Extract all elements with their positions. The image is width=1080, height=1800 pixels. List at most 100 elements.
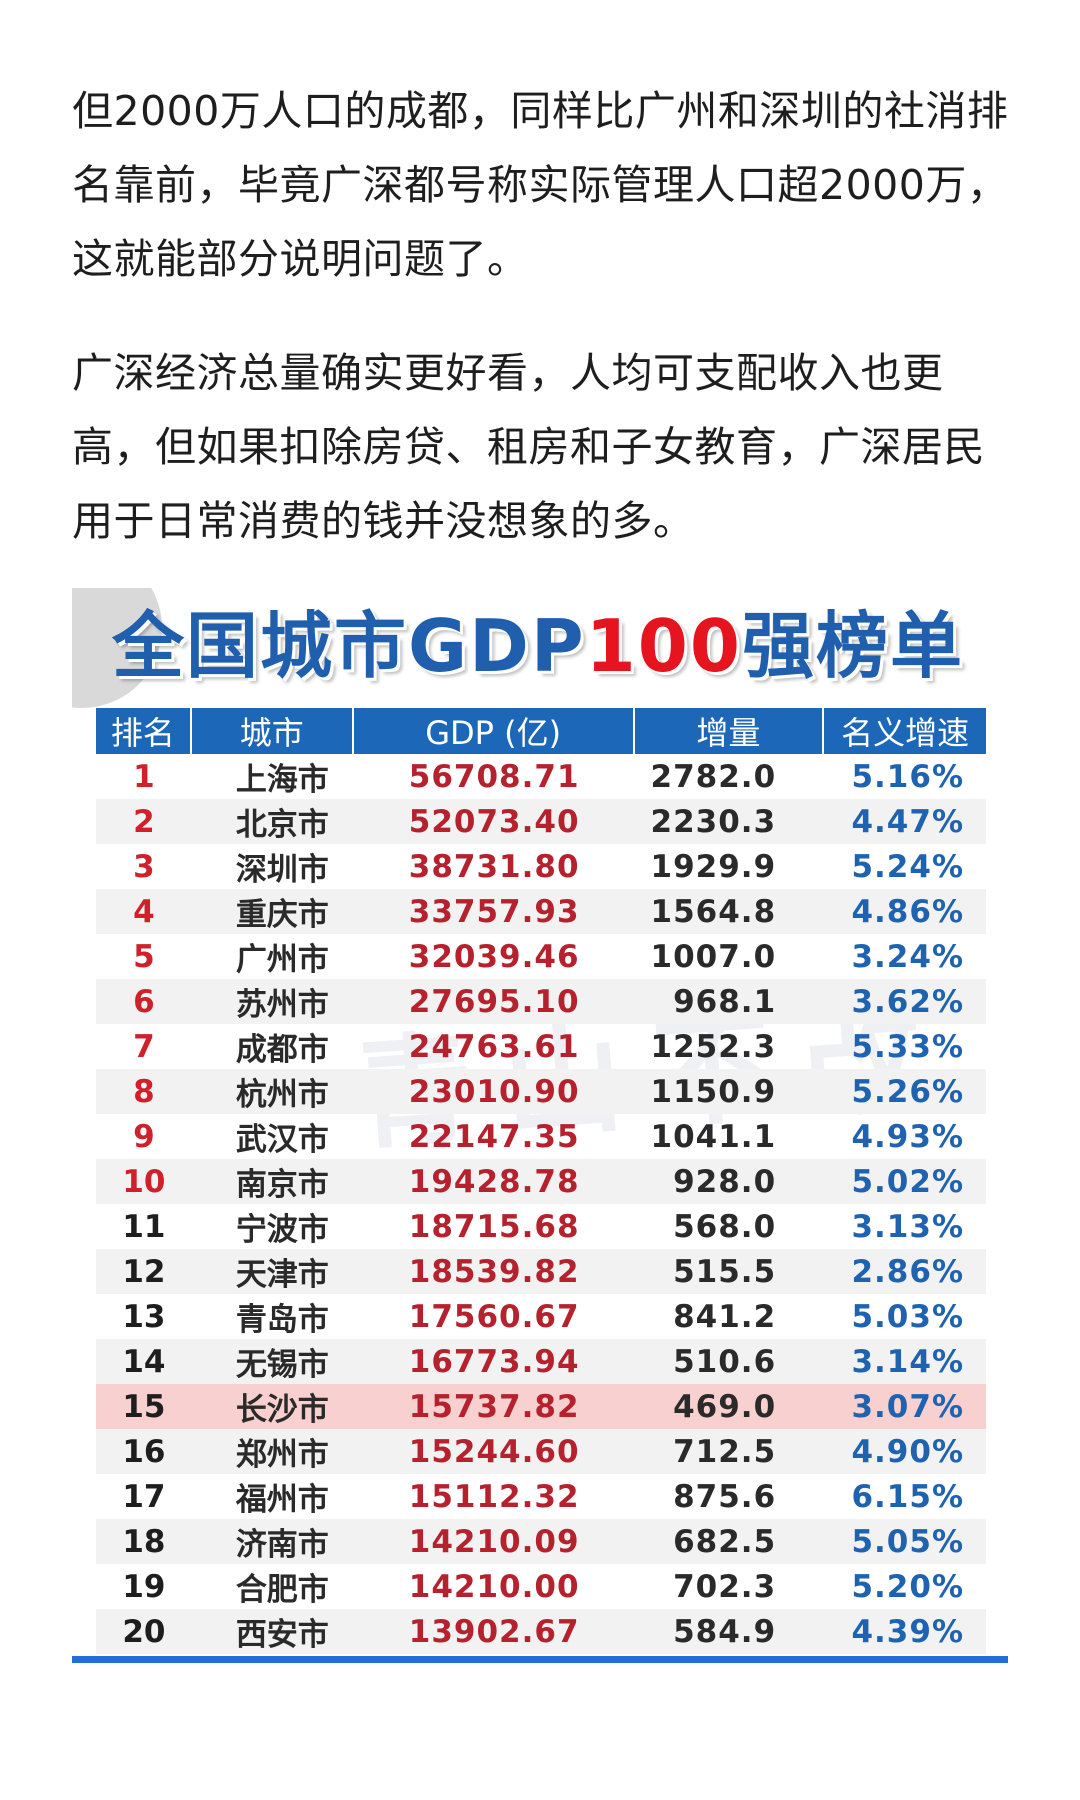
rank-cell: 14 [96, 1339, 192, 1384]
gdp-cell: 19428.78 [353, 1159, 635, 1204]
gdp-cell: 18715.68 [408, 1208, 580, 1245]
growth-cell: 5.16% [851, 758, 964, 795]
city-cell: 郑州市 [191, 1429, 354, 1474]
rank-cell: 16 [96, 1429, 192, 1474]
increase-cell: 1041.1 [650, 1118, 777, 1155]
header-rank: 排名 [96, 708, 192, 754]
growth-cell: 5.03% [851, 1298, 964, 1335]
rank-cell: 18 [96, 1519, 192, 1564]
increase-cell: 1150.9 [634, 1069, 825, 1114]
city-cell: 成都市 [235, 1032, 329, 1068]
city-cell: 无锡市 [191, 1339, 354, 1384]
increase-cell: 1929.9 [650, 848, 777, 885]
city-cell: 武汉市 [235, 1122, 329, 1158]
table-row: 18 济南市 14210.09 682.5 5.05% [96, 1519, 986, 1564]
gdp-cell: 15244.60 [353, 1429, 635, 1474]
growth-cell: 5.20% [851, 1568, 964, 1605]
growth-cell: 5.24% [851, 848, 964, 885]
table-row: 3 深圳市 38731.80 1929.9 5.24% [96, 844, 986, 889]
gdp-ranking-image: 全国城市GDP100强榜单 青山不改 排名 城市 GDP (亿) 增量 名义增速… [72, 588, 1008, 1663]
increase-cell: 928.0 [634, 1159, 825, 1204]
table-row: 4 重庆市 33757.93 1564.8 4.86% [96, 889, 986, 934]
rank-cell: 9 [133, 1118, 155, 1155]
increase-cell: 510.6 [634, 1339, 825, 1384]
header-growth: 名义增速 [824, 708, 986, 754]
table-row: 17 福州市 15112.32 875.6 6.15% [96, 1474, 986, 1519]
growth-cell: 3.24% [851, 938, 964, 975]
rank-cell: 15 [96, 1384, 192, 1429]
growth-cell: 3.07% [824, 1384, 986, 1429]
increase-cell: 469.0 [634, 1384, 825, 1429]
rank-cell: 17 [122, 1478, 166, 1515]
table-row: 1 上海市 56708.71 2782.0 5.16% [96, 754, 986, 799]
city-cell: 长沙市 [191, 1384, 354, 1429]
growth-cell: 5.02% [824, 1159, 986, 1204]
gdp-cell: 23010.90 [353, 1069, 635, 1114]
gdp-cell: 32039.46 [408, 938, 580, 975]
table-row: 20 西安市 13902.67 584.9 4.39% [96, 1609, 986, 1654]
city-cell: 宁波市 [235, 1212, 329, 1248]
growth-cell: 4.47% [824, 799, 986, 844]
rank-cell: 2 [96, 799, 192, 844]
table-body: 1 上海市 56708.71 2782.0 5.16% 2 北京市 52073.40 2230.… [96, 754, 986, 1654]
gdp-cell: 14210.09 [353, 1519, 635, 1564]
city-cell: 天津市 [191, 1249, 354, 1294]
figure-title-part1: 全国城市GDP [112, 604, 586, 688]
table-row: 5 广州市 32039.46 1007.0 3.24% [96, 934, 986, 979]
figure-title: 全国城市GDP100强榜单 [112, 596, 1008, 696]
city-cell: 广州市 [235, 942, 329, 978]
city-cell: 杭州市 [191, 1069, 354, 1114]
increase-cell: 515.5 [634, 1249, 825, 1294]
growth-cell: 4.93% [851, 1118, 964, 1155]
article-body: 但2000万人口的成都，同样比广州和深圳的社消排名靠前，毕竟广深都号称实际管理人… [72, 74, 1012, 598]
gdp-cell: 52073.40 [353, 799, 635, 844]
gdp-table: 排名 城市 GDP (亿) 增量 名义增速 1 上海市 56708.71 2782.0… [96, 708, 986, 1654]
increase-cell: 968.1 [634, 979, 825, 1024]
rank-cell: 19 [122, 1568, 166, 1605]
paragraph: 广深经济总量确实更好看，人均可支配收入也更高，但如果扣除房贷、租房和子女教育，广… [72, 349, 985, 545]
table-row: 10 南京市 19428.78 928.0 5.02% [96, 1159, 986, 1204]
growth-cell: 3.14% [824, 1339, 986, 1384]
header-gdp: GDP (亿) [353, 708, 635, 754]
gdp-cell: 27695.10 [353, 979, 635, 1024]
rank-cell: 13 [122, 1298, 166, 1335]
table-row: 7 成都市 24763.61 1252.3 5.33% [96, 1024, 986, 1069]
table-row: 14 无锡市 16773.94 510.6 3.14% [96, 1339, 986, 1384]
city-cell: 上海市 [235, 762, 329, 798]
gdp-cell: 13902.67 [353, 1609, 635, 1654]
city-cell: 青岛市 [235, 1302, 329, 1338]
growth-cell: 4.39% [824, 1609, 986, 1654]
rank-cell: 11 [122, 1208, 166, 1245]
table-row: 9 武汉市 22147.35 1041.1 4.93% [96, 1114, 986, 1159]
city-cell: 福州市 [235, 1482, 329, 1518]
growth-cell: 5.05% [824, 1519, 986, 1564]
increase-cell: 875.6 [673, 1478, 777, 1515]
growth-cell: 4.90% [824, 1429, 986, 1474]
gdp-cell: 24763.61 [408, 1028, 580, 1065]
city-cell: 济南市 [191, 1519, 354, 1564]
bottom-rule [72, 1656, 1008, 1663]
city-cell: 深圳市 [235, 852, 329, 888]
gdp-cell: 16773.94 [353, 1339, 635, 1384]
increase-cell: 2230.3 [634, 799, 825, 844]
table-row: 19 合肥市 14210.00 702.3 5.20% [96, 1564, 986, 1609]
rank-cell: 3 [133, 848, 155, 885]
gdp-cell: 38731.80 [408, 848, 580, 885]
city-cell: 南京市 [191, 1159, 354, 1204]
paragraph: 但2000万人口的成都，同样比广州和深圳的社消排名靠前，毕竟广深都号称实际管理人… [72, 87, 1009, 283]
gdp-cell: 18539.82 [353, 1249, 635, 1294]
rank-cell: 5 [133, 938, 155, 975]
table-row: 13 青岛市 17560.67 841.2 5.03% [96, 1294, 986, 1339]
gdp-cell: 17560.67 [408, 1298, 580, 1335]
increase-cell: 1564.8 [634, 889, 825, 934]
gdp-cell: 15737.82 [353, 1384, 635, 1429]
growth-cell: 2.86% [824, 1249, 986, 1294]
increase-cell: 682.5 [634, 1519, 825, 1564]
rank-cell: 20 [96, 1609, 192, 1654]
increase-cell: 2782.0 [650, 758, 777, 795]
table-row: 6 苏州市 27695.10 968.1 3.62% [96, 979, 986, 1024]
gdp-cell: 14210.00 [408, 1568, 580, 1605]
growth-cell: 3.13% [851, 1208, 964, 1245]
growth-cell: 5.33% [851, 1028, 964, 1065]
gdp-cell: 56708.71 [408, 758, 580, 795]
